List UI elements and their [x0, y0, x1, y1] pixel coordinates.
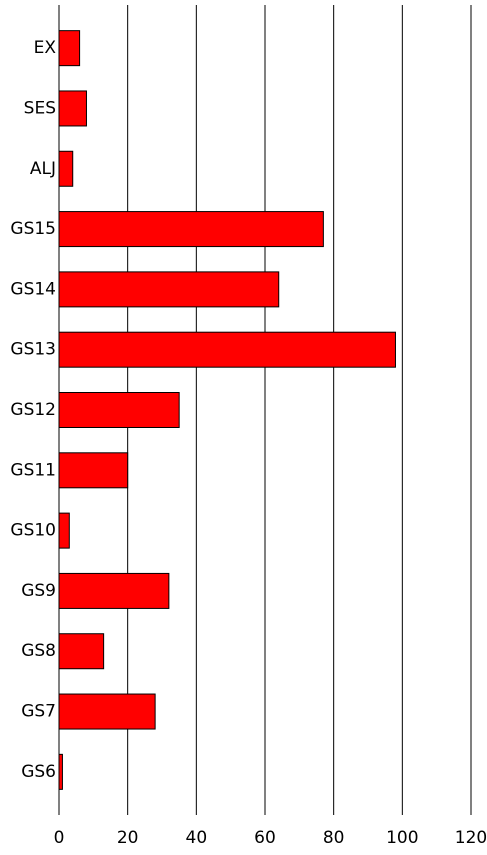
- y-tick-label: GS10: [10, 521, 56, 541]
- x-tick-label: 60: [254, 828, 276, 848]
- y-tick-label: EX: [34, 38, 57, 58]
- bar: [58, 211, 324, 248]
- x-tick-label: 100: [386, 828, 418, 848]
- y-tick-label: GS13: [10, 340, 56, 360]
- bar: [58, 753, 63, 790]
- y-tick-label: GS6: [21, 762, 56, 782]
- bar: [58, 572, 170, 609]
- bar: [58, 30, 81, 67]
- y-tick-label: GS8: [21, 641, 56, 661]
- bar: [58, 150, 74, 187]
- y-tick-label: GS12: [10, 400, 56, 420]
- y-tick-label: GS7: [21, 702, 56, 722]
- x-tick-label: 120: [455, 828, 487, 848]
- bar: [58, 392, 180, 428]
- y-tick-label: GS14: [10, 279, 56, 299]
- bar: [58, 633, 105, 670]
- y-tick-label: SES: [24, 98, 56, 118]
- bar: [58, 452, 129, 489]
- y-tick-label: ALJ: [30, 159, 56, 179]
- bar: [58, 512, 70, 549]
- x-tick-label: 40: [186, 828, 208, 848]
- x-tick-label: 80: [323, 828, 345, 848]
- y-tick-label: GS15: [10, 219, 56, 239]
- bar: [58, 331, 396, 368]
- bar: [58, 271, 280, 308]
- y-tick-label: GS9: [21, 581, 56, 601]
- y-tick-label: GS11: [10, 460, 56, 480]
- bar: [58, 90, 87, 127]
- x-tick-label: 20: [117, 828, 139, 848]
- x-tick-label: 0: [54, 828, 65, 848]
- bar: [58, 693, 156, 730]
